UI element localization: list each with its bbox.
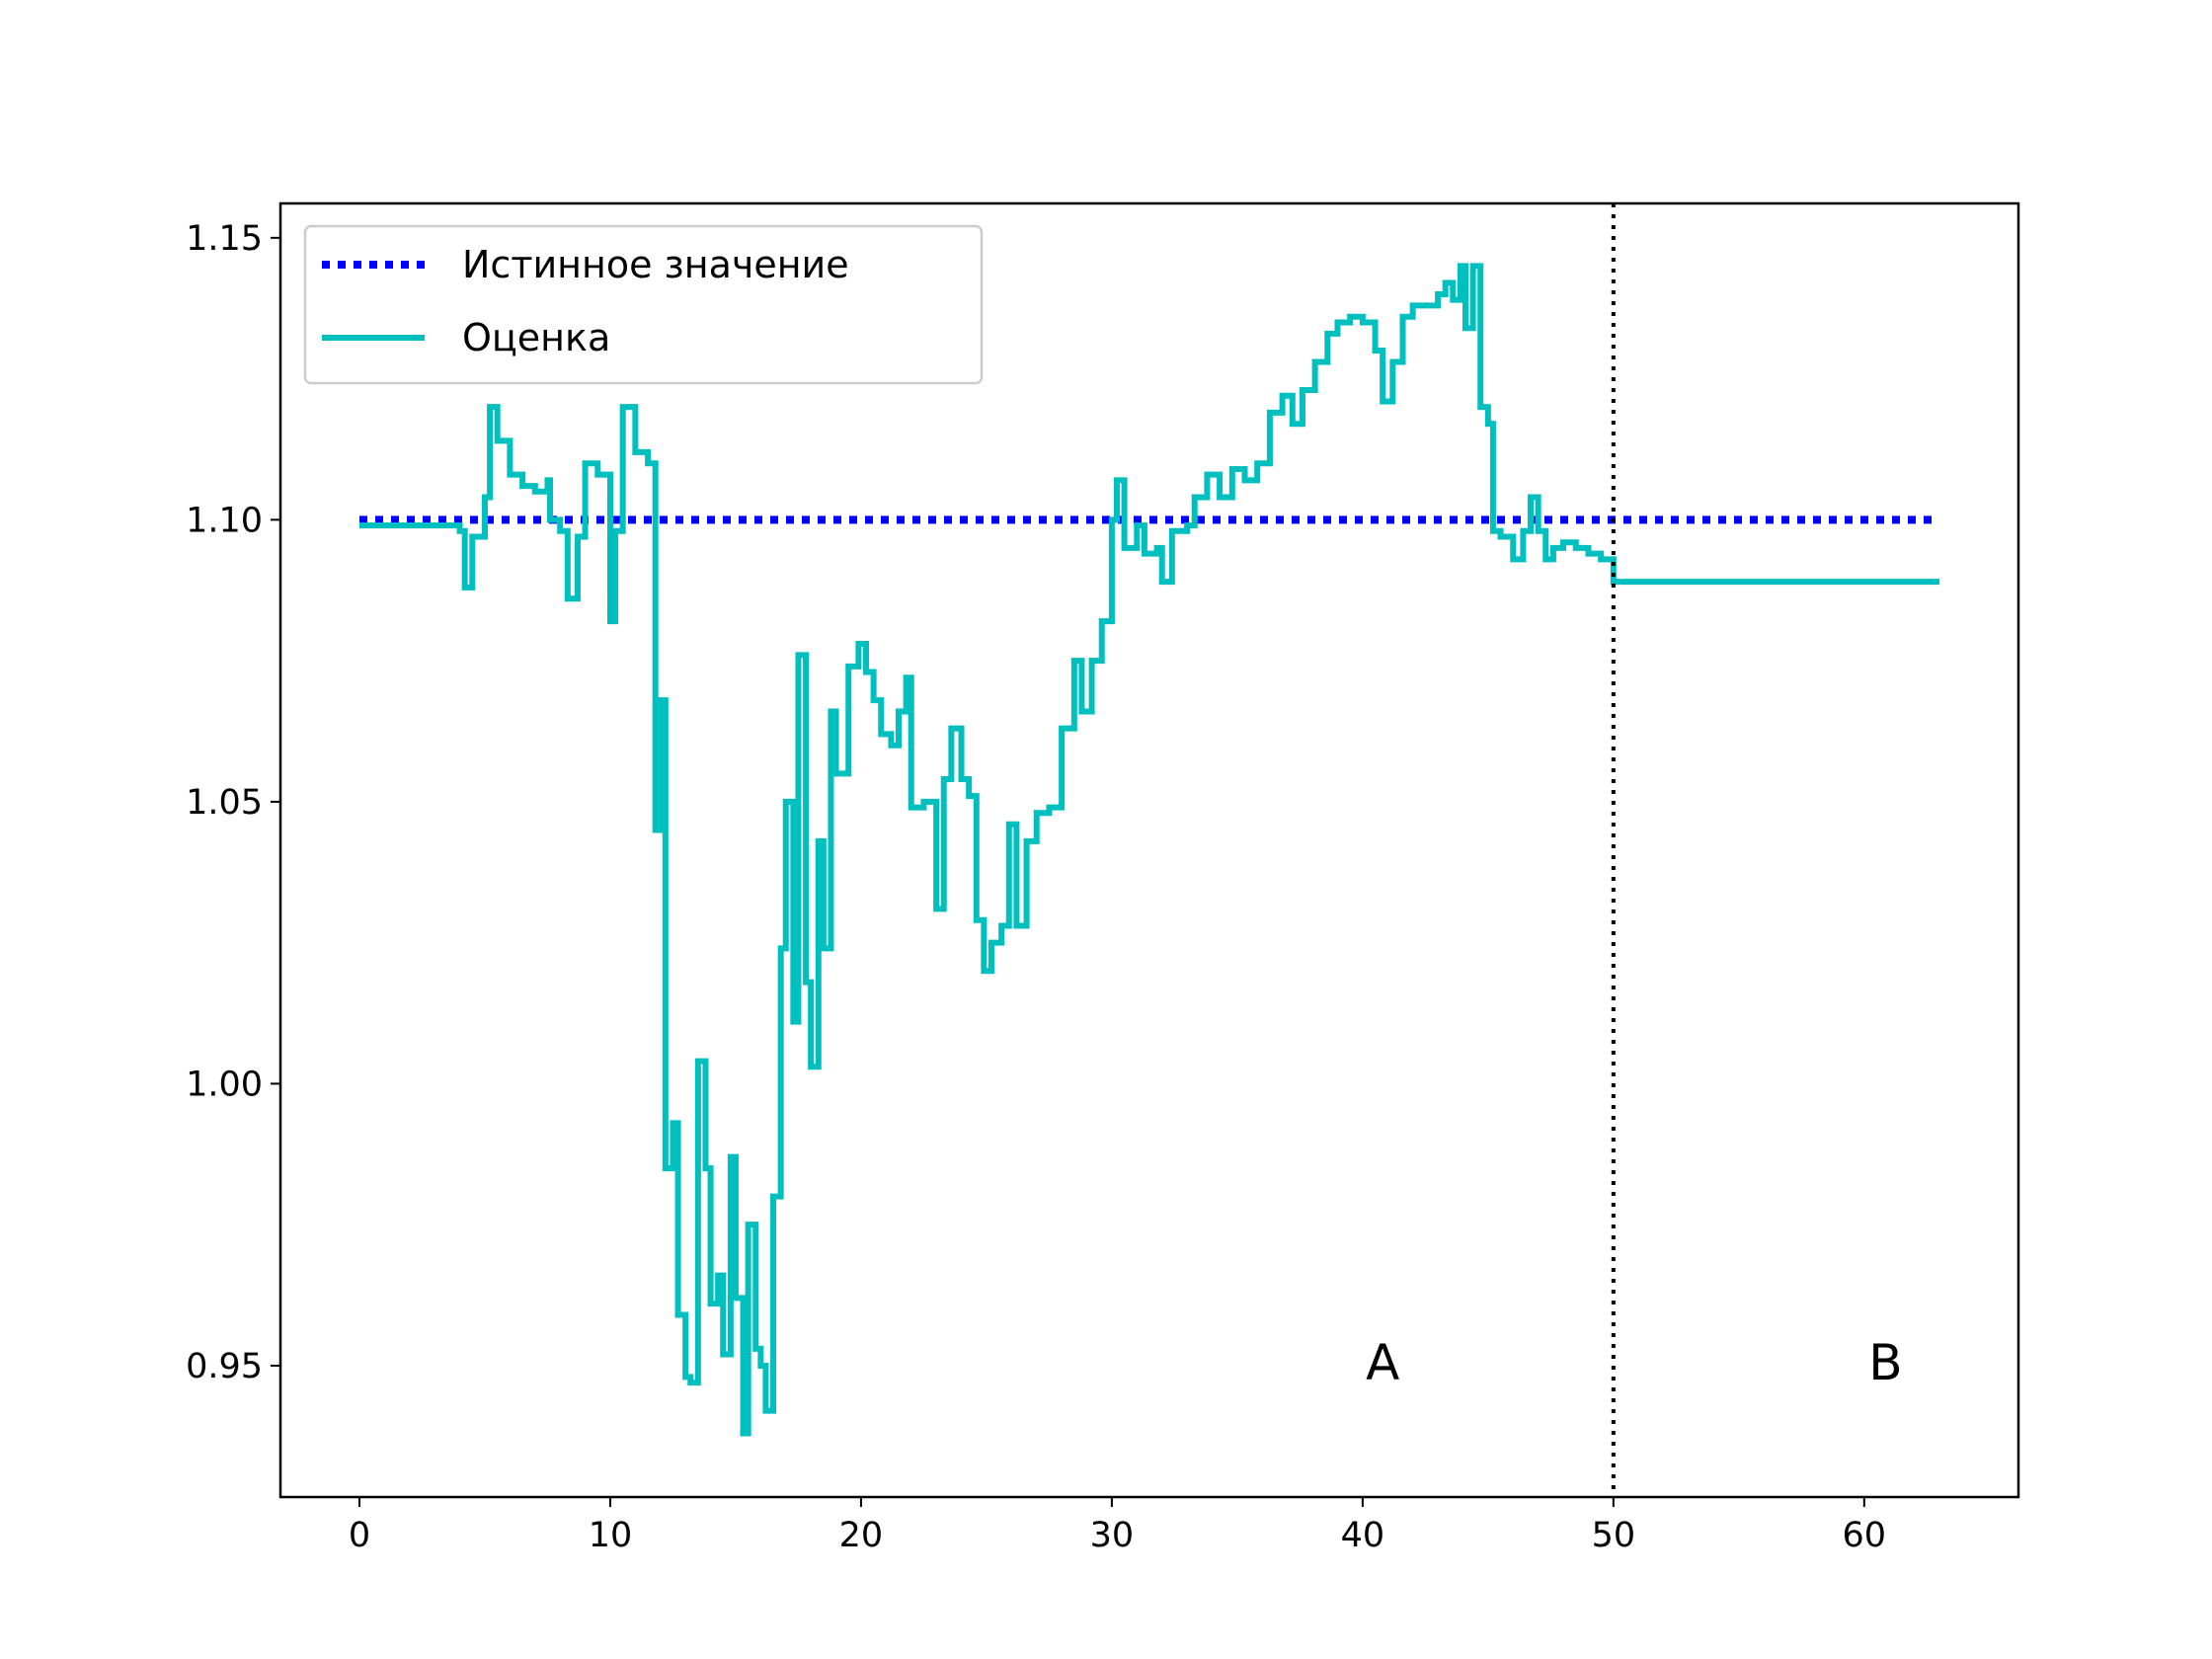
y-tick-label: 1.15 — [186, 219, 263, 259]
annotation: B — [1868, 1334, 1902, 1391]
x-tick-label: 40 — [1341, 1516, 1385, 1555]
y-tick-label: 1.05 — [186, 783, 263, 823]
y-tick-label: 1.10 — [186, 501, 263, 540]
x-tick-label: 20 — [839, 1516, 884, 1555]
x-tick-label: 10 — [589, 1516, 633, 1555]
x-tick-label: 0 — [349, 1516, 370, 1555]
legend-box — [303, 224, 984, 385]
legend-label: Оценка — [462, 316, 610, 359]
y-tick-label: 0.95 — [186, 1347, 263, 1386]
legend-label: Истинное значение — [462, 243, 849, 286]
annotation: A — [1366, 1334, 1399, 1391]
series-line — [359, 263, 1939, 1437]
x-tick-label: 30 — [1090, 1516, 1135, 1555]
x-tick-label: 60 — [1843, 1516, 1887, 1555]
y-tick-label: 1.00 — [186, 1065, 263, 1104]
plot-frame — [278, 201, 2020, 1499]
x-tick-label: 50 — [1592, 1516, 1636, 1555]
